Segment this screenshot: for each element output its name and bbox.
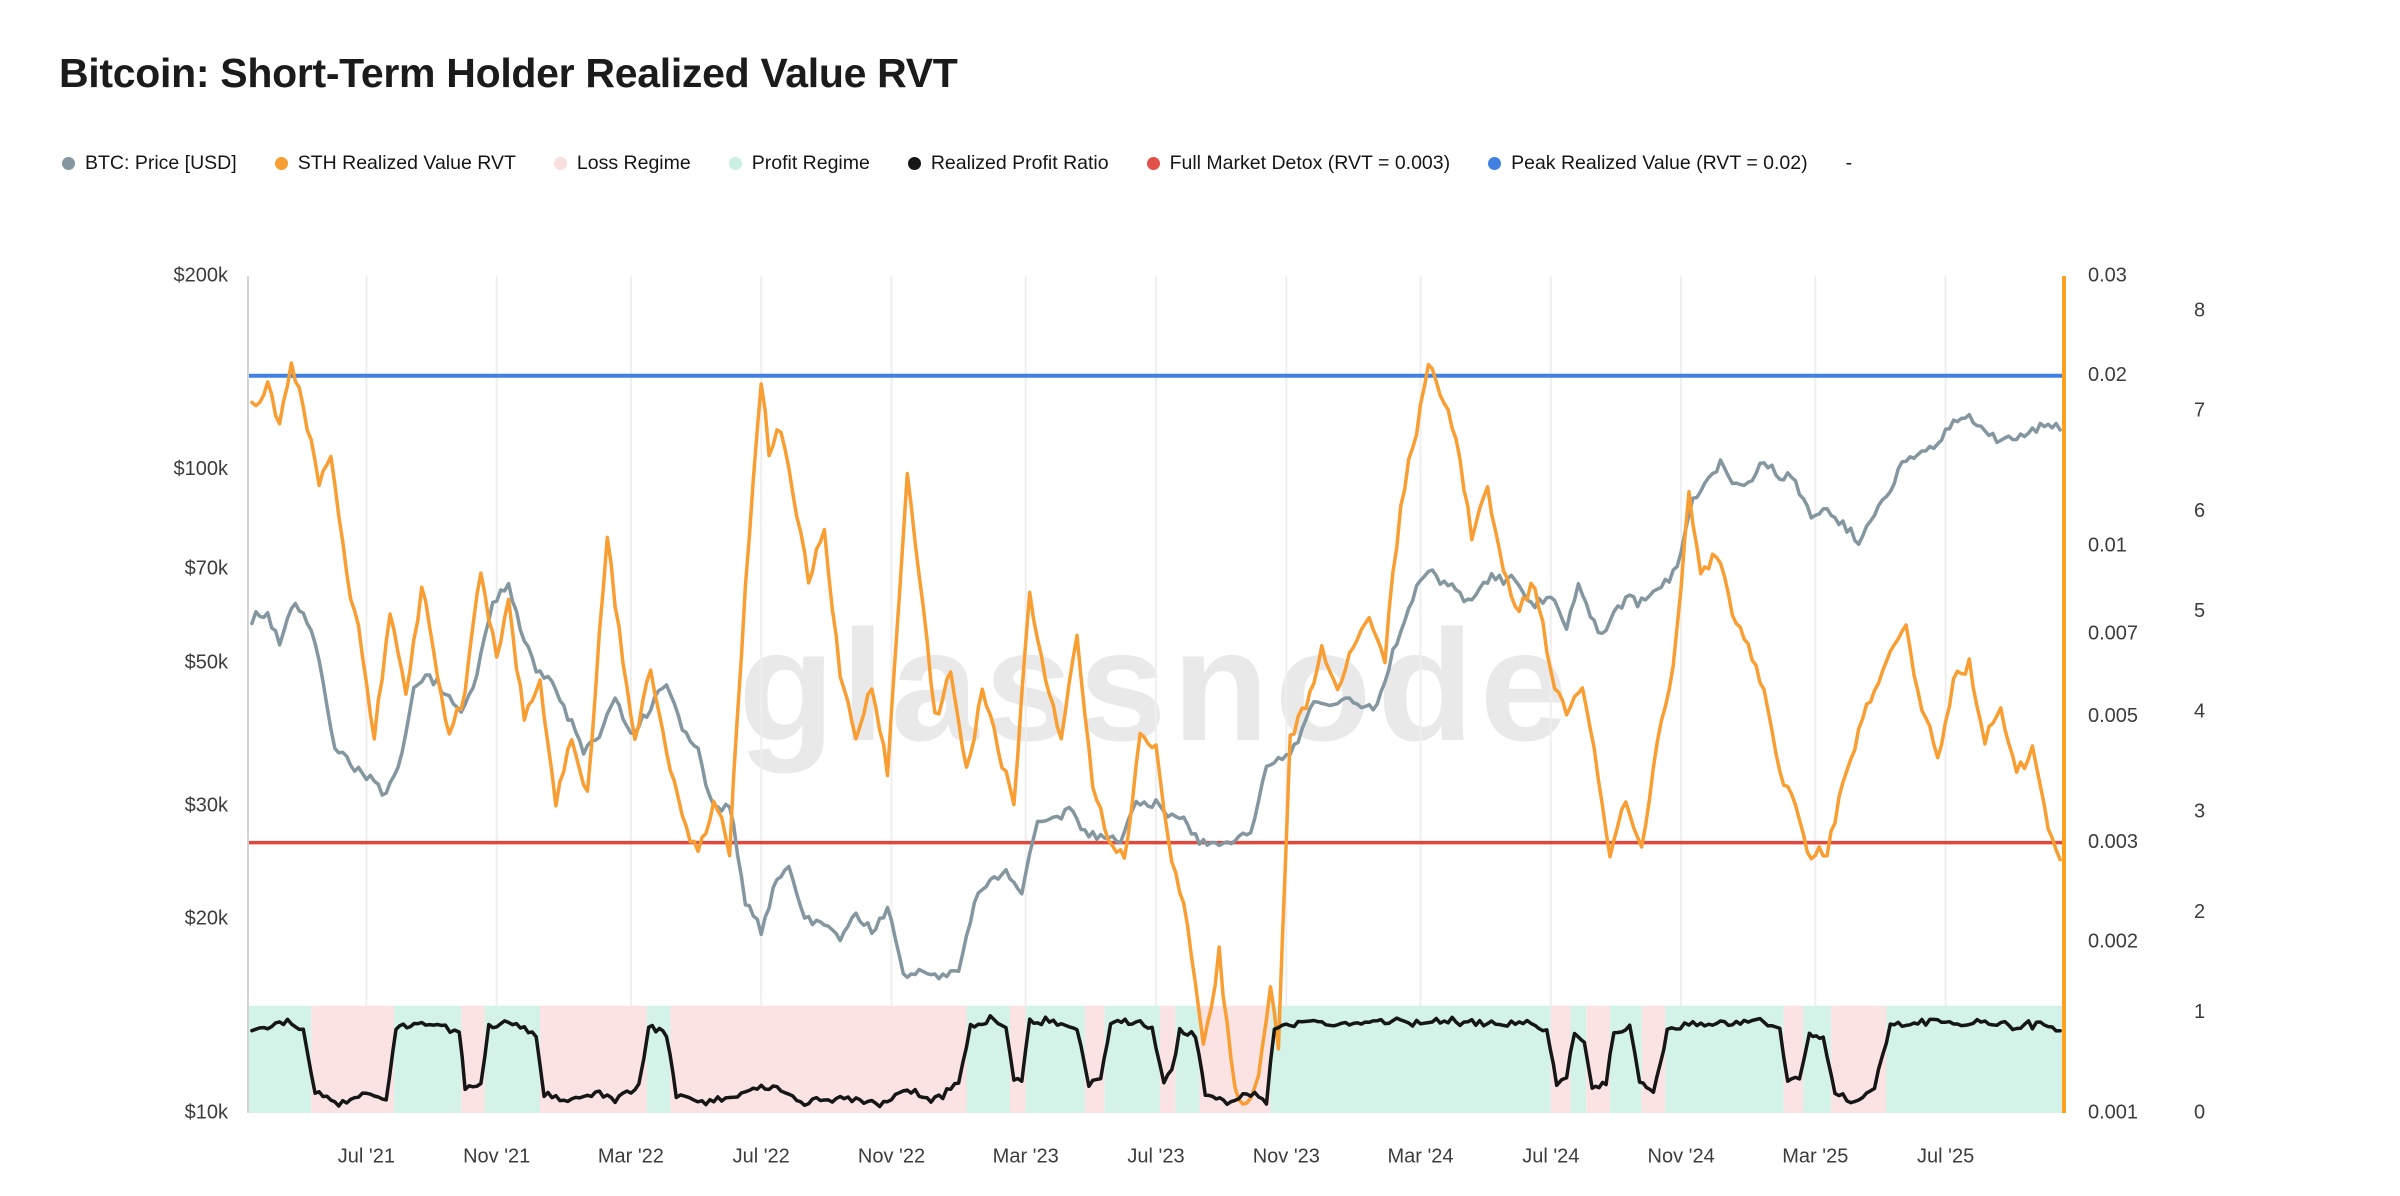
- x-tick-label: Jul '22: [733, 1145, 790, 1167]
- ratio-tick-label: 4: [2194, 700, 2205, 722]
- profit-regime-band: [1570, 1005, 1587, 1113]
- legend-item-7: -: [1846, 152, 1853, 175]
- loss-regime-band: [1009, 1005, 1026, 1113]
- x-tick-label: Nov '21: [463, 1145, 530, 1167]
- x-tick-label: Nov '23: [1253, 1145, 1320, 1167]
- rvt-tick-label: 0.007: [2088, 622, 2138, 644]
- price-tick-label: $10k: [185, 1101, 229, 1123]
- legend-swatch-icon: [553, 157, 567, 170]
- legend-swatch-icon: [62, 157, 75, 170]
- x-tick-label: Jul '24: [1522, 1145, 1579, 1167]
- rvt-tick-label: 0.005: [2088, 705, 2138, 727]
- ratio-tick-label: 8: [2194, 299, 2205, 321]
- loss-regime-band: [1783, 1005, 1804, 1113]
- price-tick-label: $30k: [185, 794, 229, 816]
- price-tick-label: $100k: [174, 458, 229, 480]
- x-tick-label: Jul '21: [338, 1145, 395, 1167]
- realized-profit-ratio-line: [250, 1014, 2062, 1109]
- legend-label: Profit Regime: [751, 152, 870, 174]
- profit-regime-band: [1175, 1005, 1200, 1113]
- x-tick-label: Jul '23: [1127, 1145, 1184, 1167]
- legend-swatch-icon: [274, 157, 288, 170]
- legend-label: Peak Realized Value (RVT = 0.02): [1511, 152, 1808, 174]
- ratio-tick-label: 3: [2194, 801, 2205, 823]
- ratio-tick-label: 1: [2194, 1001, 2205, 1023]
- price-tick-label: $50k: [185, 652, 229, 674]
- ratio-tick-label: 7: [2194, 400, 2205, 422]
- profit-regime-band: [484, 1005, 541, 1113]
- legend-item-6[interactable]: Peak Realized Value (RVT = 0.02): [1488, 152, 1808, 175]
- rvt-tick-label: 0.02: [2088, 364, 2127, 386]
- rvt-tick-label: 0.03: [2088, 264, 2127, 286]
- price-tick-label: $20k: [185, 908, 229, 930]
- x-tick-label: Mar '22: [598, 1145, 664, 1167]
- legend-item-0[interactable]: BTC: Price [USD]: [62, 152, 237, 175]
- btc-price-line: [250, 412, 2062, 981]
- legend-label: -: [1845, 152, 1853, 174]
- price-tick-label: $70k: [185, 558, 229, 580]
- profit-regime-band: [646, 1005, 671, 1113]
- legend-item-2[interactable]: Loss Regime: [553, 152, 691, 175]
- rvt-tick-label: 0.001: [2088, 1101, 2138, 1123]
- profit-regime-band: [394, 1005, 462, 1113]
- rvt-tick-label: 0.003: [2088, 831, 2138, 853]
- x-tick-label: Nov '24: [1648, 1145, 1715, 1167]
- legend-item-3[interactable]: Profit Regime: [728, 152, 870, 175]
- loss-regime-band: [1586, 1005, 1610, 1113]
- legend-label: BTC: Price [USD]: [85, 152, 237, 174]
- legend-label: Full Market Detox (RVT = 0.003): [1169, 152, 1451, 174]
- x-tick-label: Jul '25: [1917, 1145, 1974, 1167]
- legend-item-4[interactable]: Realized Profit Ratio: [907, 152, 1109, 175]
- loss-regime-band: [461, 1005, 485, 1113]
- ratio-tick-label: 5: [2194, 600, 2205, 622]
- rvt-tick-label: 0.01: [2088, 535, 2127, 557]
- legend-label: STH Realized Value RVT: [297, 152, 516, 174]
- profit-regime-band: [966, 1005, 1010, 1113]
- legend-swatch-icon: [1146, 157, 1160, 170]
- legend-item-5[interactable]: Full Market Detox (RVT = 0.003): [1146, 152, 1451, 175]
- page-title: Bitcoin: Short-Term Holder Realized Valu…: [59, 50, 958, 96]
- x-tick-label: Nov '22: [858, 1145, 925, 1167]
- legend-label: Realized Profit Ratio: [930, 152, 1109, 174]
- legend-item-1[interactable]: STH Realized Value RVT: [274, 152, 516, 175]
- legend: BTC: Price [USD] STH Realized Value RVT Lo…: [62, 152, 1852, 175]
- loss-regime-band: [1084, 1005, 1105, 1113]
- legend-label: Loss Regime: [576, 152, 691, 174]
- x-tick-label: Mar '25: [1782, 1145, 1848, 1167]
- ratio-tick-label: 0: [2194, 1101, 2205, 1123]
- x-tick-label: Mar '23: [993, 1145, 1059, 1167]
- rvt-tick-label: 0.002: [2088, 931, 2138, 953]
- legend-swatch-icon: [728, 157, 742, 170]
- loss-regime-band: [1159, 1005, 1176, 1113]
- legend-swatch-icon: [907, 157, 921, 170]
- x-tick-label: Mar '24: [1387, 1145, 1453, 1167]
- ratio-tick-label: 6: [2194, 500, 2205, 522]
- ratio-tick-label: 2: [2194, 901, 2205, 923]
- price-tick-label: $200k: [174, 264, 229, 286]
- legend-swatch-icon: [1488, 157, 1502, 170]
- sth-rvt-line: [250, 361, 2062, 1106]
